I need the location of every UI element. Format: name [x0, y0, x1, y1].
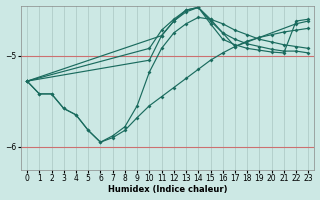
X-axis label: Humidex (Indice chaleur): Humidex (Indice chaleur)	[108, 185, 228, 194]
